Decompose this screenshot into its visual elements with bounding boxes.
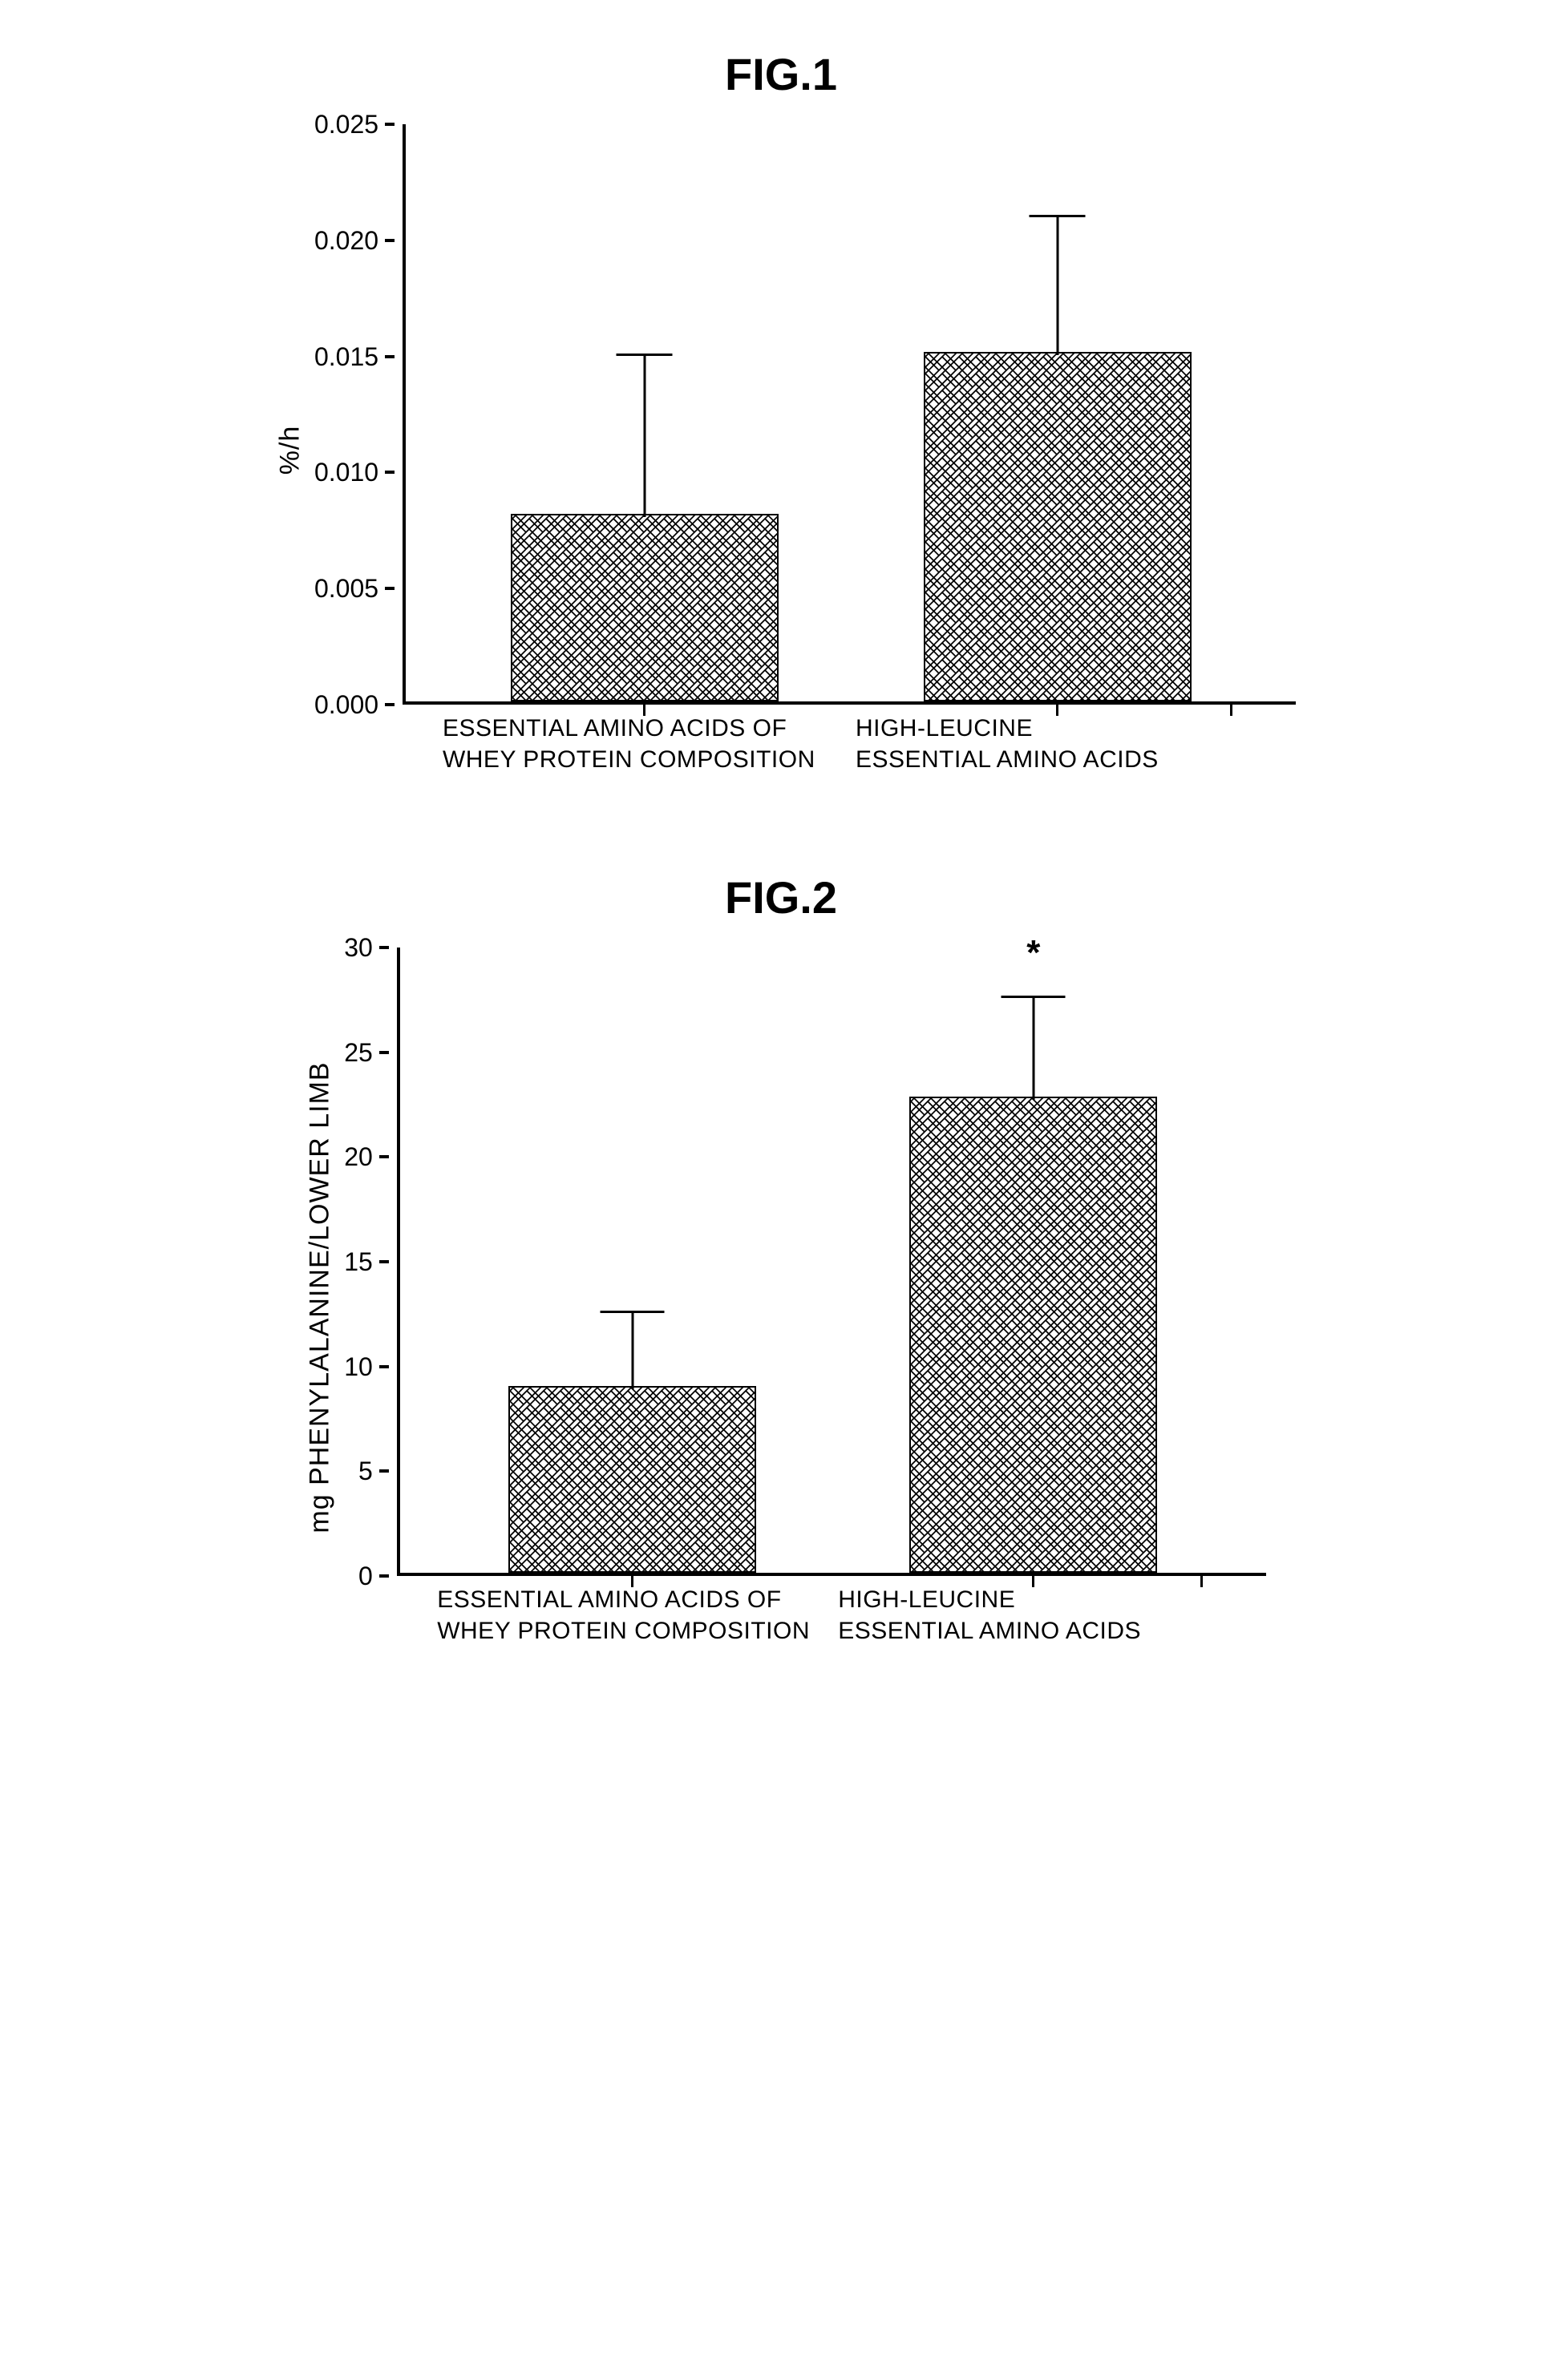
x-tick-end bbox=[1200, 1573, 1203, 1587]
bar bbox=[511, 514, 779, 701]
fig2-yticks: 302520151050 bbox=[344, 948, 397, 1576]
error-cap bbox=[617, 354, 673, 356]
bar-group: * bbox=[909, 1097, 1157, 1573]
x-label: HIGH-LEUCINE ESSENTIAL AMINO ACIDS bbox=[856, 713, 1252, 775]
bar bbox=[508, 1386, 756, 1573]
bar-group bbox=[508, 1386, 756, 1573]
x-tick bbox=[1032, 1573, 1034, 1587]
error-bar bbox=[1032, 997, 1034, 1099]
error-cap bbox=[601, 1311, 665, 1313]
error-bar bbox=[643, 355, 645, 517]
fig2-chart: mg PHENYLALANINE/LOWER LIMB 302520151050… bbox=[220, 948, 1342, 1647]
fig1-title: FIG.1 bbox=[220, 48, 1342, 100]
bar-group bbox=[924, 352, 1192, 701]
x-tick-end bbox=[1230, 701, 1232, 716]
error-bar bbox=[1056, 216, 1058, 355]
fig2-ylabel: mg PHENYLALANINE/LOWER LIMB bbox=[305, 1061, 336, 1533]
bar bbox=[909, 1097, 1157, 1573]
fig2-plot: * bbox=[397, 948, 1266, 1576]
fig1-yticks: 0.0250.0200.0150.0100.0050.000 bbox=[314, 124, 403, 705]
fig1-ylabel: %/h bbox=[274, 425, 306, 475]
error-cap bbox=[1002, 996, 1066, 998]
x-label: ESSENTIAL AMINO ACIDS OF WHEY PROTEIN CO… bbox=[443, 713, 840, 775]
error-cap bbox=[1030, 215, 1086, 217]
fig2-xlabels: ESSENTIAL AMINO ACIDS OF WHEY PROTEIN CO… bbox=[397, 1584, 1263, 1647]
error-bar bbox=[631, 1312, 633, 1389]
bar-group bbox=[511, 514, 779, 701]
x-tick bbox=[643, 701, 645, 716]
figure-1: FIG.1 %/h 0.0250.0200.0150.0100.0050.000… bbox=[220, 48, 1342, 775]
x-tick bbox=[1056, 701, 1058, 716]
fig1-plot bbox=[403, 124, 1296, 705]
fig1-xlabels: ESSENTIAL AMINO ACIDS OF WHEY PROTEIN CO… bbox=[403, 713, 1293, 775]
fig2-title: FIG.2 bbox=[220, 871, 1342, 923]
annotation: * bbox=[1026, 933, 1040, 973]
x-tick bbox=[631, 1573, 633, 1587]
bar bbox=[924, 352, 1192, 701]
fig1-chart: %/h 0.0250.0200.0150.0100.0050.000 ESSEN… bbox=[220, 124, 1342, 775]
x-label: ESSENTIAL AMINO ACIDS OF WHEY PROTEIN CO… bbox=[437, 1584, 822, 1647]
x-label: HIGH-LEUCINE ESSENTIAL AMINO ACIDS bbox=[838, 1584, 1223, 1647]
figure-2: FIG.2 mg PHENYLALANINE/LOWER LIMB 302520… bbox=[220, 871, 1342, 1647]
